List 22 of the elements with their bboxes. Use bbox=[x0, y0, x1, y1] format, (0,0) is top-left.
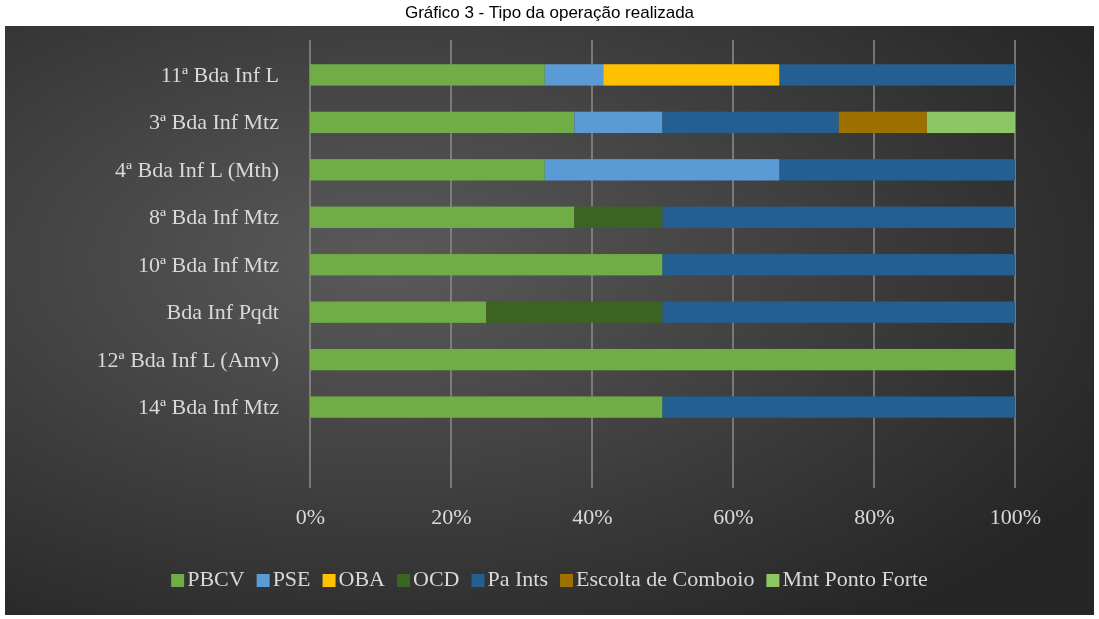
y-tick-label: 10ª Bda Inf Mtz bbox=[137, 251, 280, 277]
chart-title: Gráfico 3 - Tipo da operação realizada bbox=[404, 3, 695, 22]
y-tick-label: 12ª Bda Inf L (Amv) bbox=[96, 346, 279, 372]
x-tick-label: 100% bbox=[989, 503, 1042, 529]
legend-label: Pa Ints bbox=[487, 566, 548, 591]
legend-label: Escolta de Comboio bbox=[575, 566, 755, 591]
y-tick-label: 14ª Bda Inf Mtz bbox=[137, 394, 280, 420]
y-tick-label: 4ª Bda Inf L (Mth) bbox=[114, 156, 279, 182]
x-tick-label: 0% bbox=[295, 503, 326, 529]
legend-label: OBA bbox=[338, 566, 386, 591]
legend-label: Mnt Ponto Forte bbox=[782, 566, 928, 591]
x-tick-label: 60% bbox=[713, 503, 754, 529]
y-tick-label: Bda Inf Pqdt bbox=[166, 299, 279, 325]
legend-label: OCD bbox=[413, 566, 460, 591]
legend-label: PSE bbox=[272, 566, 311, 591]
y-tick-label: 8ª Bda Inf Mtz bbox=[148, 204, 280, 230]
legend-label: PBCV bbox=[187, 566, 245, 591]
x-tick-label: 40% bbox=[572, 503, 613, 529]
x-tick-label: 80% bbox=[854, 503, 895, 529]
x-tick-label: 20% bbox=[431, 503, 472, 529]
y-tick-label: 11ª Bda Inf L bbox=[160, 61, 279, 87]
y-tick-label: 3ª Bda Inf Mtz bbox=[148, 109, 280, 135]
